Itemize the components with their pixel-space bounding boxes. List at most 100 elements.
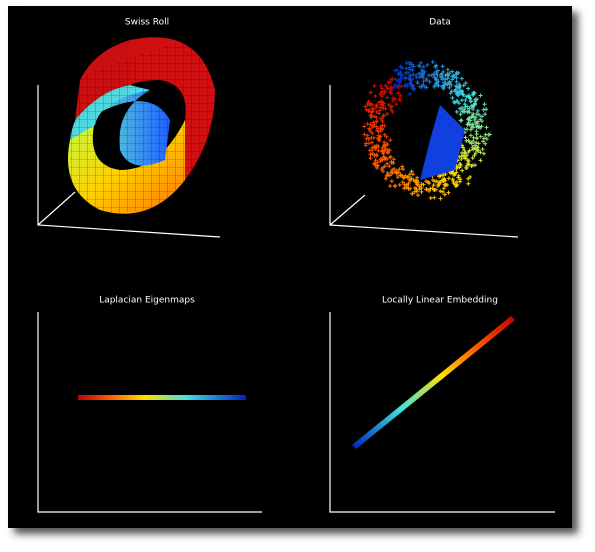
scatter-point bbox=[460, 168, 465, 173]
scatter-point bbox=[463, 135, 468, 140]
scatter-point bbox=[474, 132, 479, 137]
scatter-point bbox=[469, 163, 474, 168]
scatter-point bbox=[468, 174, 473, 179]
scatter-point bbox=[400, 167, 405, 172]
scatter-point bbox=[424, 85, 429, 90]
scatter-point bbox=[403, 70, 408, 75]
scatter-point bbox=[433, 187, 438, 192]
scatter-point bbox=[467, 148, 472, 153]
scatter-point bbox=[403, 75, 408, 80]
scatter-point bbox=[481, 139, 486, 144]
scatter-point bbox=[480, 114, 485, 119]
scatter-point bbox=[370, 140, 375, 145]
scatter-point bbox=[430, 59, 435, 64]
scatter-point bbox=[378, 116, 383, 121]
scatter-point bbox=[382, 123, 387, 128]
scatter-point bbox=[417, 71, 422, 76]
scatter-point bbox=[418, 60, 423, 65]
scatter-point bbox=[368, 156, 373, 161]
scatter-point bbox=[414, 189, 419, 194]
scatter-point bbox=[370, 102, 375, 107]
scatter-point bbox=[469, 99, 474, 104]
scatter-point bbox=[378, 84, 383, 89]
scatter-point bbox=[460, 89, 465, 94]
scatter-point bbox=[442, 182, 447, 187]
scatter-point bbox=[483, 141, 488, 146]
scatter-point bbox=[404, 182, 409, 187]
scatter-point bbox=[475, 121, 480, 126]
scatter-point bbox=[478, 125, 483, 130]
scatter-point bbox=[395, 78, 400, 83]
scatter-point bbox=[412, 189, 417, 194]
scatter-point bbox=[463, 81, 468, 86]
scatter-point bbox=[458, 177, 463, 182]
scatter-point bbox=[421, 72, 426, 77]
scatter-point bbox=[365, 133, 370, 138]
scatter-point bbox=[441, 186, 446, 191]
scatter-point bbox=[391, 157, 396, 162]
scatter-point bbox=[476, 141, 481, 146]
scatter-point bbox=[440, 173, 445, 178]
scatter-point bbox=[484, 107, 489, 112]
scatter-point bbox=[447, 79, 452, 84]
scatter-point bbox=[373, 158, 378, 163]
scatter-point bbox=[440, 64, 445, 69]
scatter-point bbox=[459, 76, 464, 81]
scatter-point bbox=[408, 67, 413, 72]
scatter-point bbox=[421, 64, 426, 69]
scatter-point bbox=[393, 183, 398, 188]
axes bbox=[37, 85, 221, 238]
scatter-point bbox=[402, 186, 407, 191]
scatter-point bbox=[464, 94, 469, 99]
scatter-point bbox=[428, 195, 433, 200]
scatter-point bbox=[454, 84, 459, 89]
scatter-point bbox=[379, 126, 384, 131]
scatter-point bbox=[454, 179, 459, 184]
scatter-point bbox=[462, 102, 467, 107]
scatter-cloud bbox=[362, 59, 492, 201]
scatter-point bbox=[381, 169, 386, 174]
scatter-point bbox=[387, 80, 392, 85]
scatter-point bbox=[454, 109, 459, 114]
scatter-point bbox=[473, 146, 478, 151]
scatter-point bbox=[385, 95, 390, 100]
scatter-point bbox=[471, 125, 476, 130]
scatter-point bbox=[468, 127, 473, 132]
scatter-point bbox=[397, 167, 402, 172]
scatter-point bbox=[385, 161, 390, 166]
scatter-point bbox=[370, 151, 375, 156]
scatter-point bbox=[366, 99, 371, 104]
scatter-point bbox=[399, 76, 404, 81]
scatter-point bbox=[387, 148, 392, 153]
scatter-point bbox=[467, 115, 472, 120]
scatter-point bbox=[468, 96, 473, 101]
scatter-point bbox=[388, 90, 393, 95]
scatter-point bbox=[385, 86, 390, 91]
embedding-line bbox=[352, 316, 515, 449]
scatter-point bbox=[434, 69, 439, 74]
scatter-point bbox=[389, 84, 394, 89]
scatter-point bbox=[475, 136, 480, 141]
scatter-point bbox=[431, 183, 436, 188]
scatter-point bbox=[424, 187, 429, 192]
scatter-point bbox=[371, 120, 376, 125]
scatter-point bbox=[382, 155, 387, 160]
scatter-point bbox=[363, 141, 368, 146]
scatter-point bbox=[411, 86, 416, 91]
scatter-point bbox=[388, 155, 393, 160]
scatter-point bbox=[376, 148, 381, 153]
scatter-point bbox=[471, 138, 476, 143]
scatter-point bbox=[447, 71, 452, 76]
scatter-point bbox=[415, 175, 420, 180]
scatter-point bbox=[392, 68, 397, 73]
scatter-point bbox=[388, 184, 393, 189]
scatter-point bbox=[411, 72, 416, 77]
scatter-point bbox=[408, 73, 413, 78]
scatter-point bbox=[446, 190, 451, 195]
scatter-point bbox=[402, 84, 407, 89]
scatter-point bbox=[467, 106, 472, 111]
swiss-roll-surface bbox=[68, 30, 215, 220]
scatter-point bbox=[385, 150, 390, 155]
scatter-point bbox=[462, 150, 467, 155]
